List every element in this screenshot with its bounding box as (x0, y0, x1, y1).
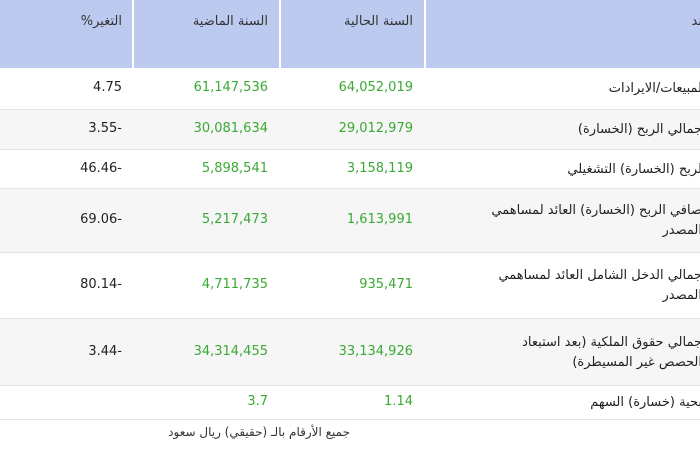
table-header (0, 0, 700, 68)
table-row (0, 319, 700, 386)
row-label: لربح (الخسارة) التشغيلي (567, 161, 700, 177)
row-label: لمبيعات/الايرادات (608, 81, 700, 96)
row-label: بحية (خسارة) السهم (590, 395, 700, 410)
row-label: الحصص غير المسيطرة) (572, 354, 700, 370)
column-separator (424, 0, 426, 68)
current-year: 29,012,979 (338, 121, 413, 136)
header-change: التغير% (80, 14, 122, 29)
row-label: جمالي الدخل الشامل العائد لمساهمي (498, 268, 700, 283)
previous-year: 4,711,735 (201, 277, 268, 292)
change-percent: 69.06- (80, 212, 122, 227)
footnote: جميع الأرقام بالـ (حقيقي) ريال سعود (168, 425, 350, 439)
previous-year: 61,147,536 (193, 80, 268, 95)
row-label: صافي الربح (الخسارة) العائد لمساهمي (491, 203, 700, 218)
current-year: 64,052,019 (338, 80, 413, 95)
row-label: جمالي حقوق الملكية (بعد استبعاد (522, 334, 700, 350)
table-row (0, 68, 700, 110)
change-percent: 80.14- (80, 277, 122, 292)
header-current: السنة الحالية (344, 14, 413, 29)
previous-year: 5,898,541 (201, 160, 268, 176)
change-percent: 4.75 (93, 80, 122, 95)
table-row (0, 150, 700, 189)
current-year: 33,134,926 (338, 343, 413, 359)
change-percent: 3.55- (88, 121, 122, 136)
table-row (0, 189, 700, 253)
row-label: المصدر (662, 223, 700, 238)
previous-year: 5,217,473 (201, 212, 268, 227)
current-year: 1,613,991 (346, 212, 413, 227)
previous-year: 3.7 (247, 394, 268, 409)
previous-year: 30,081,634 (193, 121, 268, 136)
row-label: جمالي الربح (الخسارة) (577, 122, 700, 137)
table-row (0, 386, 700, 420)
current-year: 3,158,119 (346, 160, 413, 176)
table-row (0, 110, 700, 150)
header-previous: السنة الماضية (192, 14, 268, 29)
previous-year: 34,314,455 (193, 343, 268, 359)
header-item: ند (691, 14, 700, 29)
current-year: 935,471 (359, 277, 413, 292)
row-label: المصدر (662, 288, 700, 303)
column-separator (132, 0, 134, 68)
current-year: 1.14 (384, 394, 413, 409)
column-separator (279, 0, 281, 68)
change-percent: 3.44- (88, 343, 122, 359)
change-percent: 46.46- (80, 160, 122, 176)
table-row (0, 253, 700, 319)
